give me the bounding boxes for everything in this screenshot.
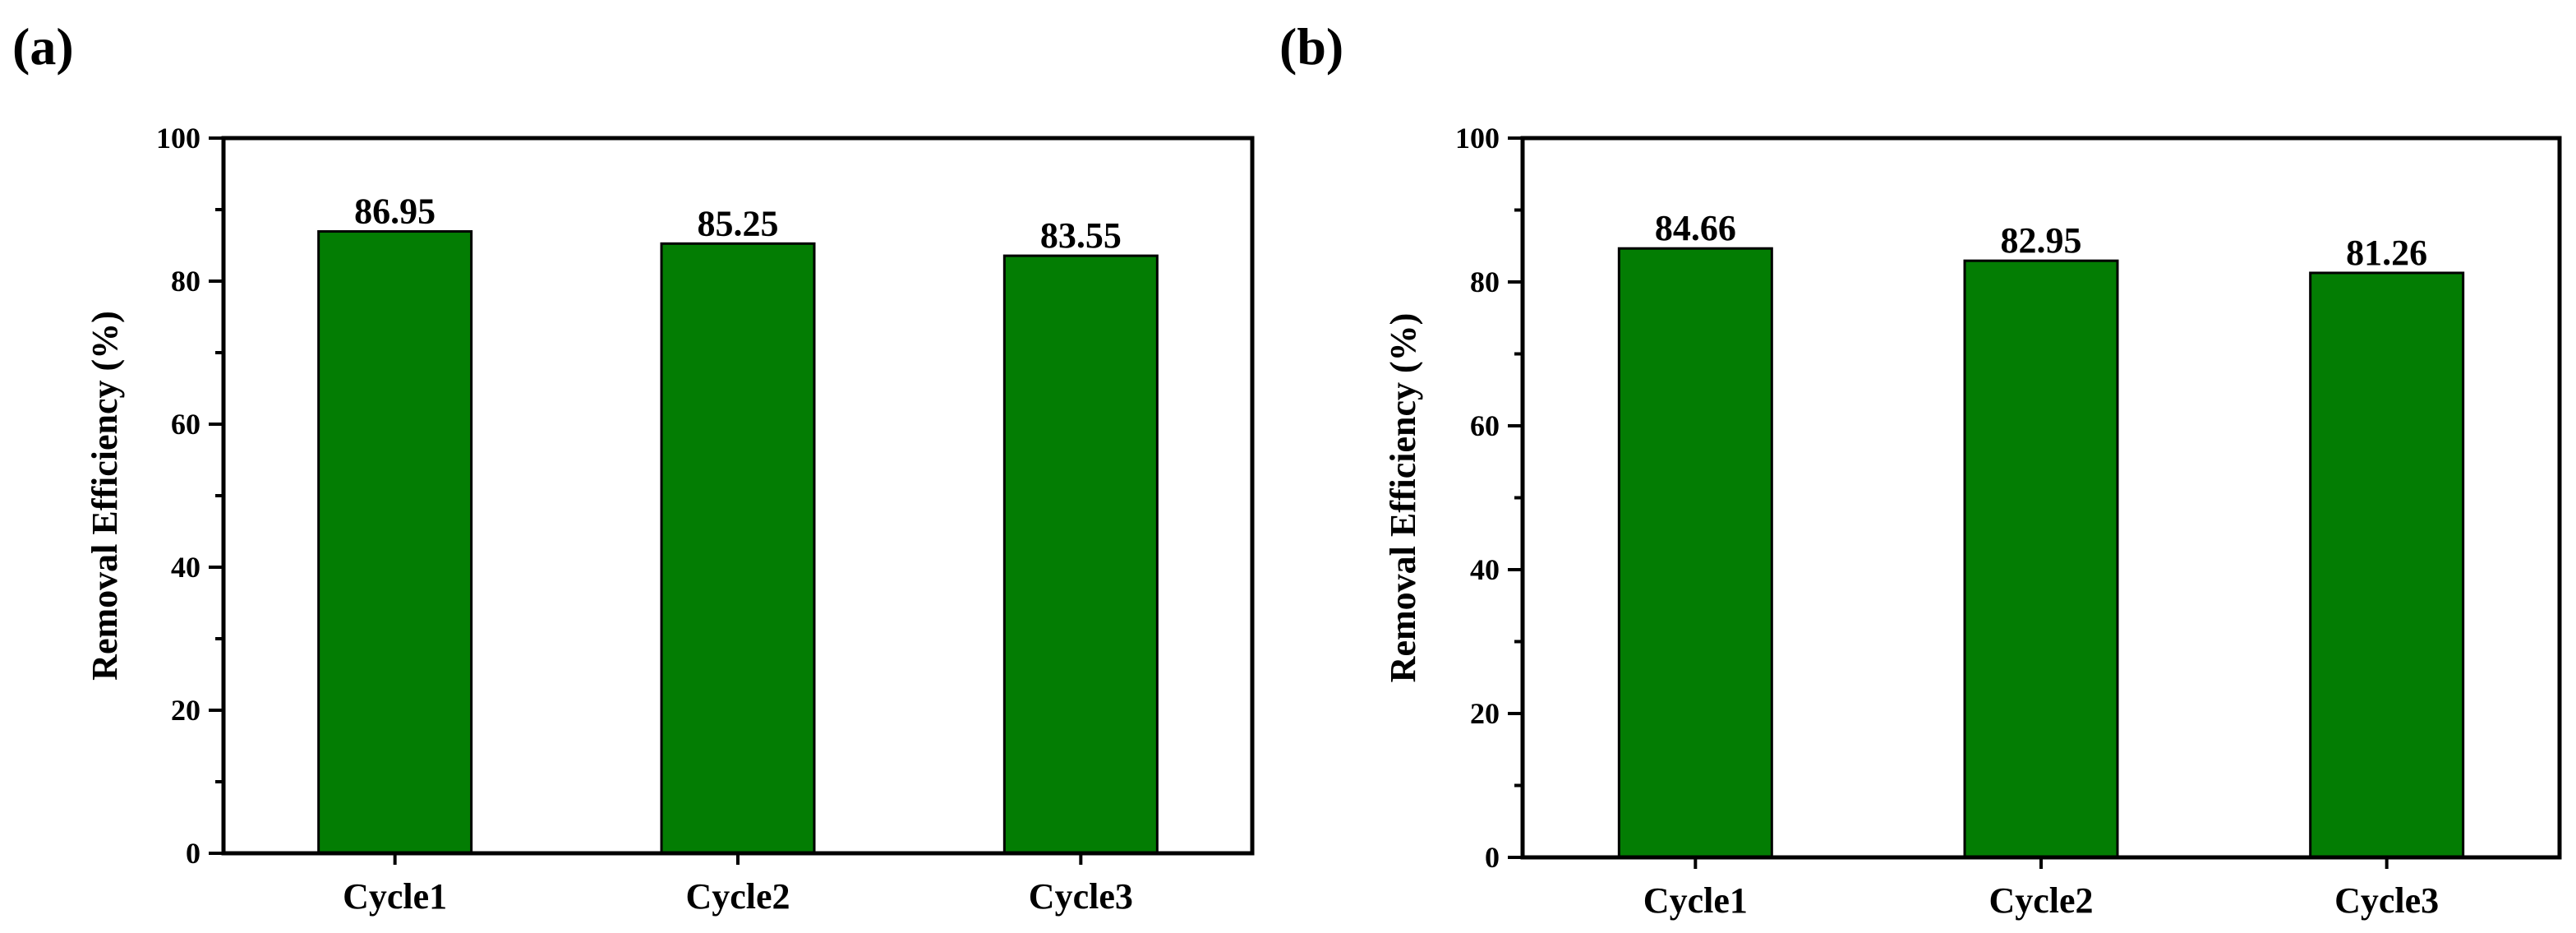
bar-value-label: 83.55 (1040, 215, 1122, 256)
y-axis-title: Removal Efficiency (%) (85, 311, 125, 681)
y-tick-label: 60 (171, 408, 200, 441)
y-tick-label: 80 (171, 265, 200, 298)
bar (1002, 254, 1159, 855)
y-tick-label: 40 (1470, 553, 1500, 586)
bar-value-label: 81.26 (2346, 233, 2427, 273)
bar (2309, 271, 2465, 859)
x-tick-label: Cycle1 (343, 876, 447, 917)
y-tick-label: 20 (1470, 697, 1500, 730)
y-tick-label: 80 (1470, 266, 1500, 298)
bar-value-label: 85.25 (698, 203, 779, 243)
chart-panel-b: (b) 84.66 Cycle1 82.95 Cycle2 81.26 Cycle3 0 20 4… (1279, 17, 2562, 921)
bar-value-label: 84.66 (1655, 208, 1736, 248)
bar (660, 242, 816, 855)
panel-label: (b) (1279, 17, 1343, 76)
x-tick-label: Cycle2 (685, 876, 790, 917)
y-tick-label: 0 (1485, 841, 1500, 874)
bar (1963, 259, 2119, 859)
y-tick-label: 0 (186, 837, 200, 870)
bar-value-label: 86.95 (354, 192, 435, 232)
y-tick-label: 100 (1455, 122, 1500, 155)
x-tick-label: Cycle3 (2334, 880, 2439, 921)
chart-panel-a: (a) 86.95 Cycle1 85.25 Cycle2 83.55 Cycle3 0 20 4… (12, 17, 1255, 917)
bar-value-label: 82.95 (2001, 220, 2082, 261)
x-tick-label: Cycle1 (1643, 880, 1748, 921)
bar (317, 230, 473, 855)
x-tick-label: Cycle3 (1029, 876, 1133, 917)
y-tick-label: 20 (171, 694, 200, 727)
y-tick-label: 60 (1470, 409, 1500, 442)
y-tick-label: 40 (171, 551, 200, 584)
panel-label: (a) (12, 17, 74, 76)
y-axis-title: Removal Efficiency (%) (1383, 313, 1423, 683)
bar (1617, 247, 1773, 859)
y-tick-label: 100 (156, 122, 200, 155)
x-tick-label: Cycle2 (1988, 880, 2093, 921)
